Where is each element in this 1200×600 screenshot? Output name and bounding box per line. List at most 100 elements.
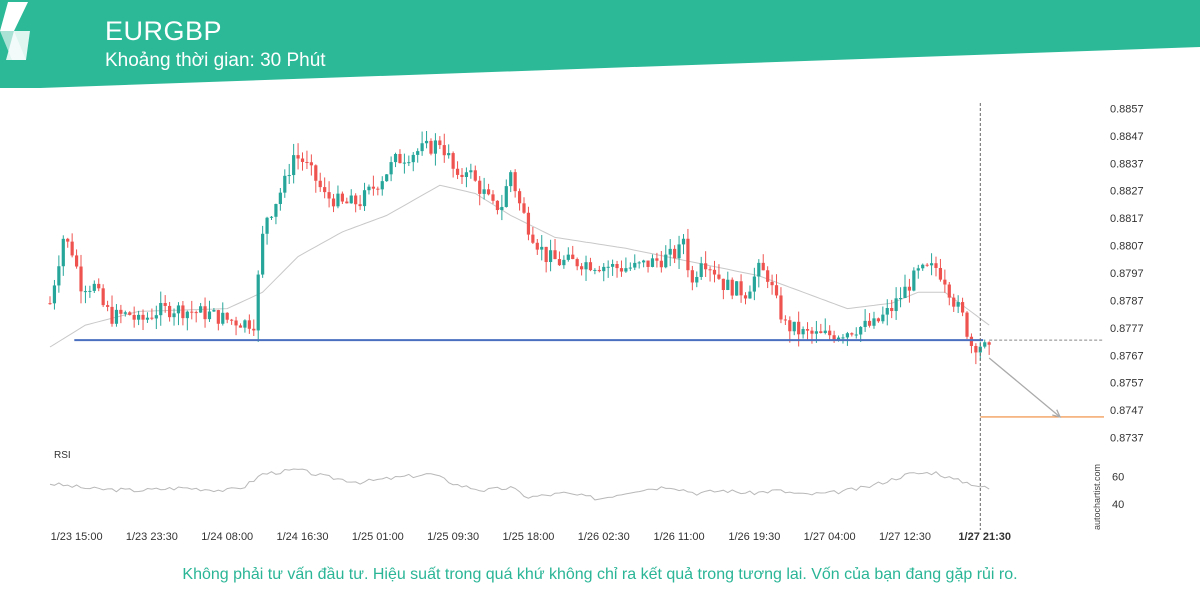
x-tick-label: 1/26 19:30 [728,531,780,543]
y-tick-label: 0.8827 [1110,186,1144,198]
candle-body [314,165,318,181]
candle-body [495,200,500,211]
candle-body [61,238,65,267]
candle-body [172,313,176,318]
candle-body [562,259,566,266]
candle-body [252,328,256,331]
candle-body [88,290,92,292]
candle-body [504,186,508,207]
y-tick-label: 0.8737 [1110,433,1144,445]
candle-body [154,315,158,319]
candle-body [792,321,796,332]
candle-body [867,320,872,326]
candle-body [145,317,150,320]
candle-body [659,260,663,268]
candle-body [890,308,894,312]
rsi-line [49,468,990,501]
candle-body [655,258,659,261]
candle-body [580,266,584,270]
candle-body [885,308,889,315]
candle-body [438,140,442,146]
header-banner: EURGBP Khoảng thời gian: 30 Phút [0,0,1200,90]
candle-body [602,266,606,272]
candle-body [323,187,327,193]
candle-body [575,259,579,267]
x-tick-label: 1/25 09:30 [427,531,479,543]
candle-body [757,262,761,277]
candle-body [845,333,849,338]
x-tick-label: 1/27 21:30 [958,531,1011,543]
candle-body [190,311,194,313]
candle-body [531,234,535,243]
candle-body [132,314,136,320]
candle-body [522,203,526,213]
candle-body [411,154,415,163]
projection-arrow [988,357,1061,418]
candle-body [447,153,451,156]
candle-body [863,320,867,327]
instrument-symbol: EURGBP [105,16,223,46]
candle-body [486,189,491,195]
candle-body [74,255,79,267]
candle-body [969,336,974,346]
candle-body [389,162,393,175]
candle-body [788,320,792,332]
candle-body [513,172,517,192]
header-background [0,0,1200,88]
candle-body [832,335,836,340]
candle-body [611,264,615,267]
candle-body [752,276,756,292]
candle-body [278,192,282,205]
candle-body [261,233,265,275]
candle-body [97,283,101,289]
candle-body [535,242,539,250]
candle-body [677,244,681,259]
candle-body [385,174,389,182]
candle-body [770,281,774,286]
candle-body [859,326,863,335]
candle-body [407,162,411,164]
candle-body [526,212,531,235]
candle-body [876,318,881,322]
x-tick-label: 1/23 15:00 [51,531,103,543]
x-tick-label: 1/26 11:00 [653,531,704,543]
candle-body [225,312,229,320]
candle-body [642,260,646,263]
candle-body [216,310,220,324]
candle-body [686,238,690,271]
candle-body [717,274,721,279]
candle-body [309,162,313,166]
candle-body [850,333,854,335]
candle-body [269,216,274,218]
y-tick-label: 0.8747 [1110,405,1144,417]
candle-body [881,314,885,322]
candle-body [828,330,832,336]
candle-body [983,342,987,347]
candle-body [783,319,787,321]
candle-body [451,153,455,169]
candle-body [274,204,278,217]
candle-body [624,268,628,272]
y-tick-label: 0.8777 [1110,323,1144,335]
candle-body [243,320,247,328]
candle-body [141,314,145,320]
candle-body [730,279,734,296]
candle-body [544,246,548,263]
candle-body [934,263,938,268]
candle-body [823,330,827,333]
candle-body [987,342,991,345]
candle-body [398,153,402,164]
candle-body [163,302,167,306]
candle-body [212,310,216,312]
candle-body [105,305,110,307]
candle-body [110,306,114,324]
candle-body [424,140,429,144]
rsi-label: RSI [54,450,71,461]
candle-body [92,283,96,291]
candle-body [137,314,141,320]
candle-body [960,302,965,313]
candle-body [819,331,823,333]
candle-body [872,318,876,326]
y-tick-label: 0.8817 [1110,213,1144,225]
